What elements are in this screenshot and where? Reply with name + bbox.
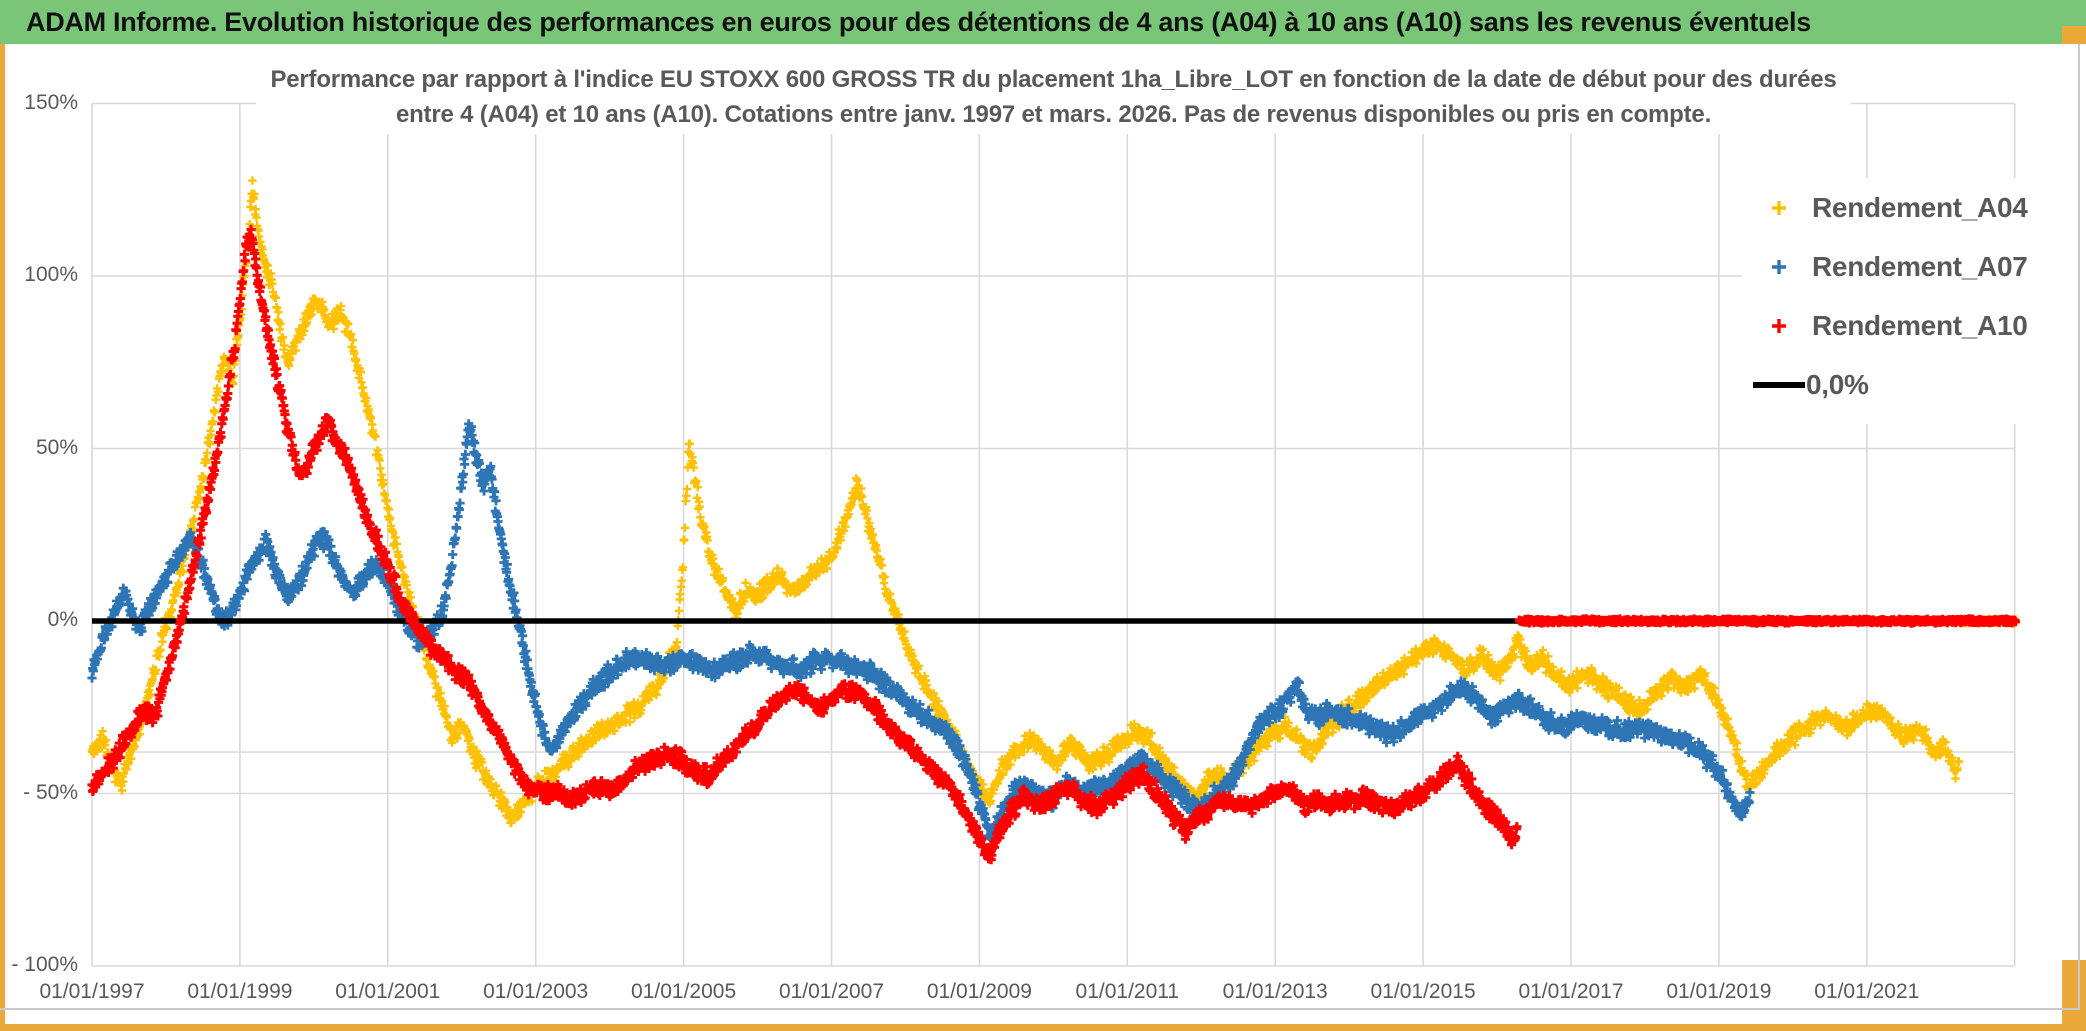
series-rendement-a10: [87, 224, 1522, 865]
legend-label: 0,0%: [1806, 368, 1869, 400]
legend-plus-marker-icon: [1752, 198, 1806, 218]
legend-item-rendement-a07[interactable]: Rendement_A07: [1742, 237, 2076, 296]
x-axis-tick: 01/01/2015: [1370, 980, 1476, 1003]
legend-line-swatch: [1752, 381, 1806, 388]
x-axis-tick: 01/01/1999: [187, 980, 293, 1003]
chart-title: Performance par rapport à l'indice EU ST…: [92, 60, 2015, 134]
y-axis-tick: - 50%: [23, 780, 78, 804]
x-axis-tick: 01/01/2011: [1075, 980, 1180, 1003]
gold-bottom-right-handle: [2062, 960, 2086, 1031]
y-axis-tick: 0%: [47, 608, 78, 631]
y-axis-tick: 100%: [24, 263, 78, 286]
x-axis-tick: 01/01/2021: [1814, 980, 1920, 1003]
legend-plus-marker-icon: [1752, 257, 1806, 277]
y-axis-tick: 50%: [35, 435, 78, 459]
gold-bottom-border: [0, 1024, 2086, 1031]
chart-legend[interactable]: Rendement_A04 Rendement_A07 Rendement_A10 0…: [1742, 178, 2076, 424]
x-axis-tick: 01/01/2019: [1666, 980, 1772, 1003]
chart-title-line1: Performance par rapport à l'indice EU ST…: [270, 66, 1837, 93]
chart-title-line2: entre 4 (A04) et 10 ans (A10). Cotations…: [395, 101, 1712, 128]
x-axis-tick: 01/01/1997: [39, 980, 145, 1003]
series-a10-zero-tail: [1514, 614, 2021, 628]
legend-item-rendement-a10[interactable]: Rendement_A10: [1742, 296, 2076, 355]
x-axis-tick: 01/01/2009: [926, 980, 1032, 1003]
x-axis-tick: 01/01/2017: [1518, 980, 1624, 1003]
chart-bottom-edge: [0, 1008, 2078, 1010]
x-axis-tick: 01/01/2003: [483, 980, 589, 1003]
x-axis-tick: 01/01/2001: [335, 980, 441, 1003]
x-axis-tick: 01/01/2013: [1222, 980, 1328, 1003]
y-axis-tick: 150%: [24, 90, 78, 114]
y-axis-tick: - 100%: [11, 953, 78, 976]
gold-top-right-handle: [2062, 26, 2086, 44]
legend-plus-marker-icon: [1752, 316, 1806, 336]
legend-label: Rendement_A07: [1812, 250, 2028, 282]
legend-item-rendement-a04[interactable]: Rendement_A04: [1742, 178, 2076, 237]
chart-right-edge: [2078, 44, 2080, 1010]
series-rendement-a07: [87, 419, 1755, 850]
page-title: ADAM Informe. Evolution historique des p…: [26, 6, 1811, 37]
series-rendement-a04: [87, 176, 1964, 827]
x-axis-tick: 01/01/2005: [631, 980, 737, 1003]
x-axis-tick: 01/01/2007: [778, 980, 885, 1003]
legend-label: Rendement_A10: [1812, 309, 2028, 341]
header-bar: ADAM Informe. Evolution historique des p…: [0, 0, 2086, 44]
legend-label: Rendement_A04: [1812, 191, 2028, 223]
legend-item-0-0-[interactable]: 0,0%: [1742, 355, 2076, 414]
gold-left-border: [0, 44, 5, 1031]
